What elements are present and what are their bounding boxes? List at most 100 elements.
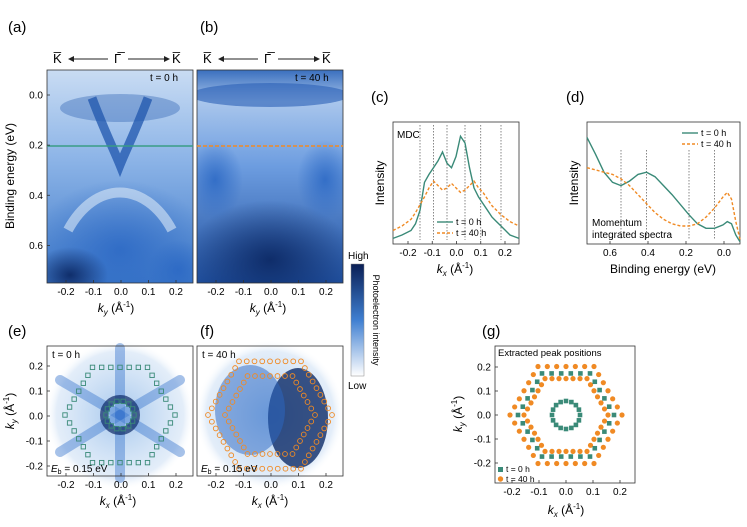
panel-c-label: (c) <box>371 89 389 106</box>
panel-a-time: t = 0 h <box>150 73 178 84</box>
panel-f-marker-14 <box>251 465 258 472</box>
panel-g-t0-hex-26 <box>592 379 598 385</box>
panel-d-legend: t = 0 h t = 40 h <box>682 128 731 149</box>
panel-g-t0-hex-9 <box>549 454 554 459</box>
panel-g-t40-inner-10 <box>556 448 562 454</box>
panel-e-marker-32 <box>154 380 160 386</box>
panel-g-ytick-label-2: 0.0 <box>477 411 491 422</box>
panel-g-t40-inner-33 <box>594 394 601 400</box>
panel-b-xlabel: ky (Å-1) <box>250 300 286 317</box>
panel-g-t40-outer-33 <box>605 388 611 394</box>
panel-g-t40-inner-4 <box>591 436 597 442</box>
panel-e-xlabel: kx (Å-1) <box>100 493 136 510</box>
panel-c-frame <box>392 121 520 245</box>
panel-e-marker-37 <box>129 418 136 424</box>
panel-f-marker-83 <box>308 405 315 412</box>
panel-e-ytick-label-3: -0.1 <box>26 437 44 448</box>
panel-e-xtick-label-4: 0.2 <box>169 480 183 491</box>
panel-g-t40-inner-8 <box>570 448 576 454</box>
panel-c-xtick-label-3: 0.1 <box>474 248 488 259</box>
panel-c-legend-t0: t = 0 h <box>456 217 481 227</box>
panel-g-t0-hex-28 <box>602 396 607 401</box>
panel-a-xtick-label-4: 0.2 <box>169 287 183 298</box>
panel-c-legend: t = 0 h t = 40 h <box>437 217 486 238</box>
panel-f-marker-39 <box>290 358 297 365</box>
panel-d-xtick-label-3: 0.0 <box>717 248 731 259</box>
panel-g-t40-inner-7 <box>577 448 583 454</box>
panel-e-marker-15 <box>76 436 82 442</box>
panel-f-marker-12 <box>267 465 273 472</box>
panel-e: (e) t = 0 h Eb = 0.15 eV ky (Å-1) 0.2 0.1… <box>2 323 195 510</box>
panel-g-t0-hex-17 <box>525 396 530 401</box>
panel-f-marker-48 <box>312 412 318 418</box>
panel-f-marker-75 <box>267 373 273 379</box>
panel-g-t0-ring-15 <box>576 407 582 412</box>
panel-f-marker-70 <box>237 386 243 392</box>
panel-e-marker-17 <box>66 420 73 426</box>
panel-g-t40-outer-5 <box>596 452 602 459</box>
panel-f-marker-80 <box>297 386 303 392</box>
panel-e-marker-18 <box>62 412 68 418</box>
panel-g-t0-ring-1 <box>576 418 582 423</box>
panel-a-ytick-label-0: 0.0 <box>29 91 43 102</box>
panel-a-ytick-label-1: 0.2 <box>29 141 43 152</box>
panel-f-marker-78 <box>289 373 296 379</box>
panel-f-marker-27 <box>216 392 223 398</box>
panel-f-marker-37 <box>274 358 281 365</box>
panel-f-marker-66 <box>222 412 228 418</box>
panel-f-marker-68 <box>229 399 236 405</box>
panel-g-xtick-label-2: 0.0 <box>559 487 573 498</box>
panel-g-t0-hex-22 <box>558 371 564 376</box>
panel-f-marker-18 <box>228 452 235 459</box>
panel-g-t40-inner-22 <box>535 388 541 394</box>
panel-f-marker-58 <box>259 451 266 457</box>
panel-g-t40-outer-31 <box>596 371 602 378</box>
panel-f-marker-15 <box>243 465 250 472</box>
panel-e-marker-45 <box>108 401 114 407</box>
panel-d-legend-t0: t = 0 h <box>701 128 726 138</box>
panel-g-t40-inner-28 <box>570 376 576 382</box>
panel-g-t40-inner-30 <box>584 376 590 382</box>
panel-f-xtick-label-2: 0.0 <box>264 480 278 491</box>
panel-g-t40-outer-32 <box>600 380 606 386</box>
panel-e-marker-1 <box>167 420 174 426</box>
panel-e-marker-44 <box>104 406 111 412</box>
panel-f-marker-19 <box>224 445 231 452</box>
panel-f-marker-69 <box>233 392 240 399</box>
panel-g-t0-ring-5 <box>558 425 563 431</box>
panel-f-marker-79 <box>293 379 300 386</box>
panel-d-series-t40 <box>586 167 741 240</box>
panel-a-xtick-label-0: -0.2 <box>57 287 75 298</box>
panel-a-xtick-label-1: -0.1 <box>85 287 103 298</box>
panel-c-xlabel: kx (Å-1) <box>437 261 473 278</box>
panel-g-t0-hex-8 <box>558 454 564 459</box>
panel-g-t0-hex-27 <box>597 387 602 393</box>
panel-g-ytick-label-3: -0.1 <box>474 435 492 446</box>
panel-g-t40-inner-1 <box>601 418 608 424</box>
panel-f-marker-45 <box>317 392 324 398</box>
panel-e-marker-29 <box>135 364 141 371</box>
panel-g-t40-inner-25 <box>549 376 555 382</box>
panel-e-marker-39 <box>120 425 126 432</box>
panel-c-series-t0 <box>392 134 520 240</box>
panel-f-marker-56 <box>274 451 281 457</box>
panel-g-t0-hex-11 <box>534 445 540 451</box>
panel-f-marker-4 <box>313 438 320 445</box>
panel-a-xtick-label-2: 0.0 <box>114 287 128 298</box>
panel-g-t40-outer-13 <box>530 452 536 459</box>
panel-d-ylabel: Intensity <box>567 161 581 206</box>
panel-g-t40-outer-15 <box>521 436 527 442</box>
panel-f-marker-71 <box>240 379 247 386</box>
panel-f-marker-21 <box>216 432 223 438</box>
panel-g-ytick-label-0: 0.2 <box>477 363 491 374</box>
panel-c-xtick-label-4: 0.2 <box>498 248 512 259</box>
panel-f-marker-53 <box>293 444 300 451</box>
panel-g-t40-inner-11 <box>549 448 555 454</box>
panel-d-xtick-label-2: 0.2 <box>679 248 693 259</box>
panel-c-xtick-label-0: -0.2 <box>399 248 417 259</box>
panel-g-frame <box>494 345 636 484</box>
panel-e-marker-5 <box>149 452 155 458</box>
panel-e-fermi-map <box>45 340 195 490</box>
panel-f-marker-31 <box>232 365 238 371</box>
